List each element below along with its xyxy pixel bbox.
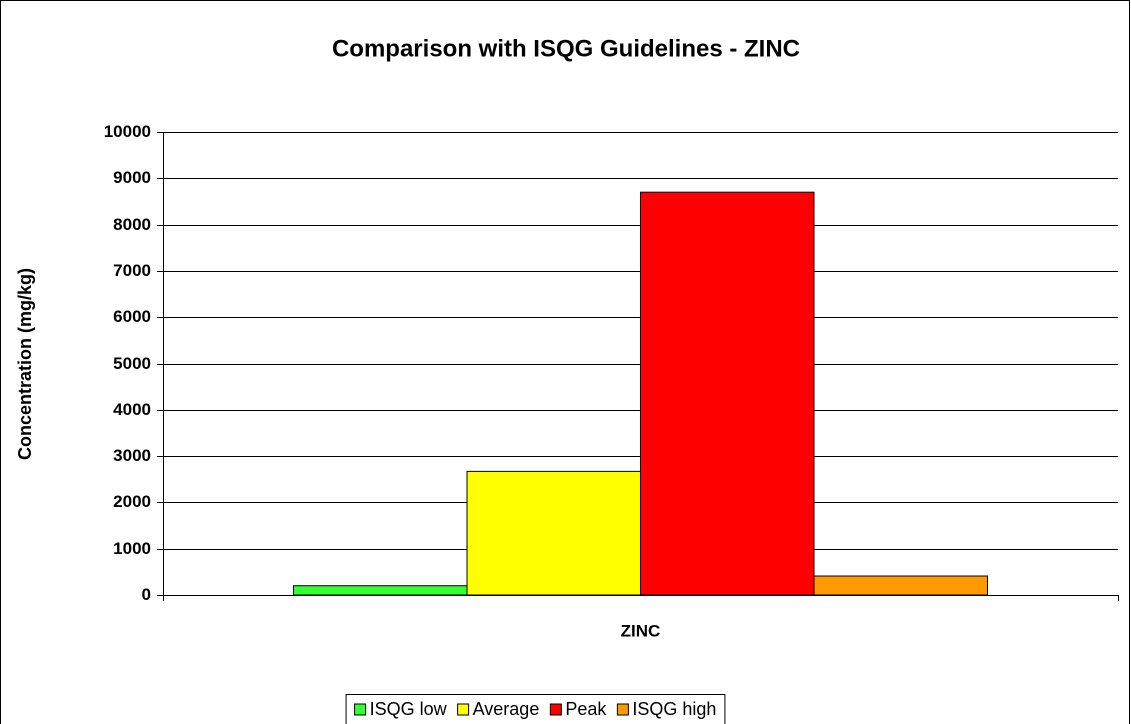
bar xyxy=(293,585,468,596)
y-tick-label: 6000 xyxy=(113,307,151,326)
y-tick-label: 1000 xyxy=(113,539,151,558)
y-tick-label: 8000 xyxy=(113,215,151,234)
legend-swatch xyxy=(457,703,470,716)
y-tick-label: 5000 xyxy=(113,354,151,373)
legend-swatch xyxy=(616,703,629,716)
legend-box xyxy=(345,694,726,724)
legend-swatch xyxy=(549,703,562,716)
legend: ISQG low Average Peak ISQG high xyxy=(345,694,726,724)
y-tick-label: 7000 xyxy=(113,261,151,280)
bar xyxy=(640,191,815,596)
y-tick-label: 10000 xyxy=(104,122,151,141)
x-tick-label: ZINC xyxy=(621,621,661,640)
y-axis-label: Concentration (mg/kg) xyxy=(15,268,35,460)
legend-label: ISQG low xyxy=(370,699,448,719)
bar xyxy=(466,470,641,596)
legend-swatch xyxy=(354,703,367,716)
y-tick-label: 3000 xyxy=(113,446,151,465)
chart-title: Comparison with ISQG Guidelines - ZINC xyxy=(332,35,800,62)
y-tick-label: 9000 xyxy=(113,168,151,187)
legend-label: Average xyxy=(473,699,540,719)
y-tick-label: 4000 xyxy=(113,400,151,419)
y-tick-label: 2000 xyxy=(113,492,151,511)
legend-label: Peak xyxy=(565,699,607,719)
legend-label: ISQG high xyxy=(632,699,716,719)
bar xyxy=(813,575,988,596)
y-tick-label: 0 xyxy=(142,585,151,604)
